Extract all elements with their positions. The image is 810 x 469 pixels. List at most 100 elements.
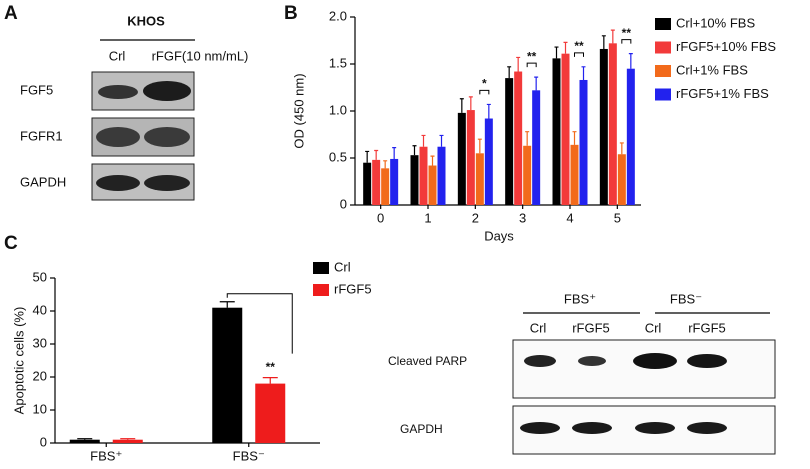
y-axis-label: Apoptotic cells (%) xyxy=(11,307,26,415)
significance: ** xyxy=(527,49,537,63)
significance-bracket xyxy=(479,89,490,95)
error-bar xyxy=(554,46,559,59)
x-tick-label: 1 xyxy=(424,210,431,225)
error-bar xyxy=(262,377,278,384)
x-tick-label: FBS⁻ xyxy=(233,448,265,463)
blot-row: GAPDH xyxy=(20,174,66,189)
bar xyxy=(437,146,446,205)
legend-swatch xyxy=(655,88,671,101)
bar xyxy=(626,68,635,205)
blot-column: rFGF5 xyxy=(572,320,610,335)
error-bar xyxy=(365,150,370,163)
blot-row: Cleaved PARP xyxy=(388,354,467,368)
bar xyxy=(484,118,493,205)
significance: ** xyxy=(574,39,584,53)
bar xyxy=(457,112,466,205)
bar xyxy=(475,153,484,205)
bar xyxy=(69,439,100,443)
significance-bracket xyxy=(226,293,293,354)
error-bar xyxy=(383,160,388,169)
error-bar xyxy=(412,145,417,156)
error-bar xyxy=(525,131,530,146)
y-tick-label: 30 xyxy=(33,335,47,350)
y-tick-label: 0 xyxy=(340,196,347,211)
bar xyxy=(617,154,626,205)
bar xyxy=(514,71,523,206)
legend-swatch xyxy=(655,41,671,54)
significance-bracket xyxy=(526,62,537,68)
error-bar xyxy=(619,142,624,155)
bar xyxy=(381,168,390,205)
blot-c-membranes xyxy=(512,339,776,455)
significance-bracket xyxy=(621,39,632,44)
x-tick-label: FBS⁺ xyxy=(90,448,122,463)
error-bar xyxy=(581,66,586,80)
y-tick-label: 20 xyxy=(33,368,47,383)
blot-column: rFGF5 xyxy=(688,320,726,335)
blot-column: Crl xyxy=(645,320,662,335)
error-bar xyxy=(572,131,577,145)
bar xyxy=(561,53,570,205)
blot-header: KHOS xyxy=(127,13,165,28)
blot-group: FBS⁺ xyxy=(564,291,596,306)
bar xyxy=(390,158,399,205)
error-bar xyxy=(439,134,444,147)
bar xyxy=(552,58,561,205)
legend-swatch xyxy=(313,262,329,274)
error-bar xyxy=(477,138,482,154)
bar xyxy=(505,78,514,205)
bar xyxy=(428,165,437,205)
blot-group: FBS⁻ xyxy=(670,291,702,306)
error-bar xyxy=(421,134,426,147)
y-tick-label: 40 xyxy=(33,302,47,317)
legend-swatch xyxy=(655,65,671,77)
blot-column: rFGF(10 nm/mL) xyxy=(152,48,249,63)
error-bar xyxy=(486,103,491,119)
blot-a-membranes xyxy=(91,71,195,201)
error-bar xyxy=(77,438,93,440)
bar xyxy=(363,162,372,205)
panel-label: B xyxy=(284,3,298,24)
bar xyxy=(410,155,419,205)
bar xyxy=(419,146,428,205)
panel-label: C xyxy=(4,233,18,254)
y-axis-label: OD (450 nm) xyxy=(291,73,306,148)
legend-label: rFGF5+1% FBS xyxy=(676,86,769,101)
error-bar xyxy=(628,53,633,69)
y-tick-label: 2.0 xyxy=(329,8,347,23)
legend-swatch xyxy=(313,284,329,296)
error-bar xyxy=(601,35,606,49)
blot-row: FGFR1 xyxy=(20,128,63,143)
y-tick-label: 0 xyxy=(40,434,47,449)
bar xyxy=(255,383,286,443)
y-tick-label: 1.0 xyxy=(329,102,347,117)
y-tick-label: 10 xyxy=(33,401,47,416)
error-bar xyxy=(563,41,568,54)
y-tick-label: 0.5 xyxy=(329,149,347,164)
error-bar xyxy=(120,438,136,440)
legend-label: Crl+10% FBS xyxy=(676,15,755,30)
legend-label: rFGF5+10% FBS xyxy=(676,39,776,54)
error-bar xyxy=(534,76,539,91)
blot-row: FGF5 xyxy=(20,82,53,97)
significance: ** xyxy=(266,360,276,374)
bar xyxy=(112,439,143,443)
blot-column: Crl xyxy=(109,48,126,63)
error-bar xyxy=(516,56,521,72)
x-tick-label: 3 xyxy=(519,210,526,225)
bar xyxy=(599,48,608,206)
error-bar xyxy=(459,98,464,113)
significance: ** xyxy=(622,26,632,40)
error-bar xyxy=(468,96,473,111)
error-bar xyxy=(374,149,379,160)
error-bar xyxy=(610,29,615,44)
bar xyxy=(212,307,243,443)
bar xyxy=(466,110,475,205)
x-axis-label: Days xyxy=(484,228,514,243)
blot-column: Crl xyxy=(530,320,547,335)
x-tick-label: 2 xyxy=(472,210,479,225)
significance: * xyxy=(482,77,487,91)
legend-swatch xyxy=(655,18,671,30)
legend-label: Crl xyxy=(334,259,351,274)
